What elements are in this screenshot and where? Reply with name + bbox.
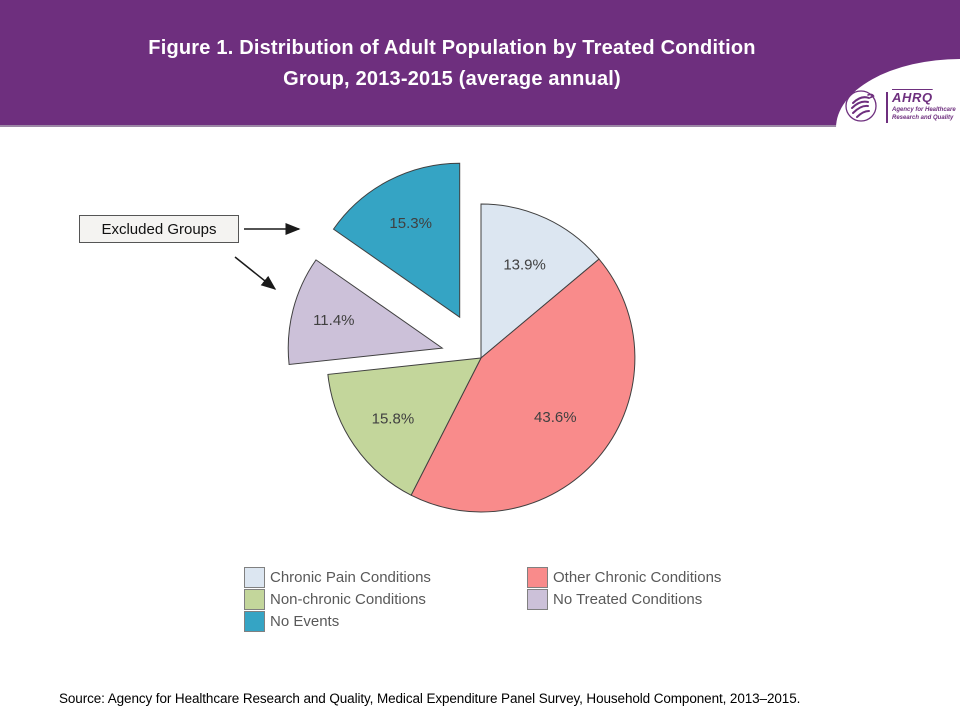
pie-slice-no-events [332,162,461,319]
figure-title: Figure 1. Distribution of Adult Populati… [0,33,904,95]
legend-item-no-treated: No Treated Conditions [527,588,721,610]
pie-value-label-chronic-pain-conditions: 13.9% [503,257,546,274]
logo-divider [886,92,888,123]
legend-item-other-chronic: Other Chronic Conditions [527,566,721,588]
legend-swatch-chronic-pain [244,566,265,588]
pie-value-label-no-events: 15.3% [389,215,432,232]
pie-slice-non-chronic-conditions [327,357,482,496]
pie-value-label-no-treated-conditions: 11.4% [313,312,354,329]
hhs-eagle-icon [844,89,884,128]
pie-slice-no-treated-conditions [287,259,444,366]
legend-item-non-chronic: Non-chronic Conditions [244,588,527,610]
legend-label-non-chronic: Non-chronic Conditions [270,590,426,608]
pie-value-label-non-chronic-conditions: 15.8% [372,411,415,428]
legend-label-no-events: No Events [270,612,340,630]
pie-slice-chronic-pain-conditions [480,203,600,360]
legend-swatch-non-chronic [244,588,265,610]
pie-value-label-other-chronic-conditions: 43.6% [534,409,577,426]
pie-slice-other-chronic-conditions [410,258,636,513]
legend-swatch-no-events [244,610,265,632]
ahrq-tagline-line1: Agency for Healthcare [892,107,956,113]
ahrq-logo: AHRQ Agency for Healthcare Research and … [836,59,960,128]
legend-label-chronic-pain: Chronic Pain Conditions [270,568,431,586]
ahrq-tagline: Agency for Healthcare Research and Quali… [892,107,956,122]
legend-item-chronic-pain: Chronic Pain Conditions [244,566,527,588]
legend: Chronic Pain Conditions Other Chronic Co… [244,566,721,632]
ahrq-tagline-line2: Research and Quality [892,114,954,121]
legend-label-no-treated: No Treated Conditions [553,590,703,608]
excluded-groups-label: Excluded Groups [79,215,239,243]
figure-title-line2: Group, 2013-2015 (average annual) [283,68,621,90]
legend-label-other-chronic: Other Chronic Conditions [553,568,722,586]
figure-title-line1: Figure 1. Distribution of Adult Populati… [148,37,756,59]
source-text: Source: Agency for Healthcare Research a… [59,691,801,706]
arrow-to-no-treated-slice [234,256,277,290]
header-banner: Figure 1. Distribution of Adult Populati… [0,0,960,127]
legend-item-no-events: No Events [244,610,527,632]
legend-swatch-no-treated [527,588,548,610]
legend-swatch-other-chronic [527,566,548,588]
ahrq-wordmark: AHRQ [892,90,933,105]
